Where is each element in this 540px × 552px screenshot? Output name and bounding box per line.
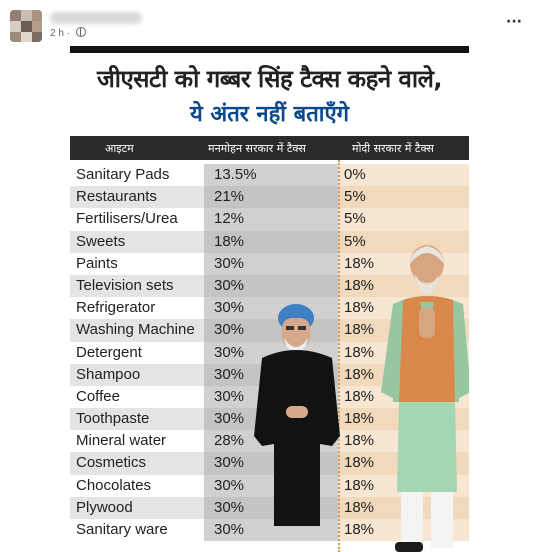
table-row: Restaurants 21% 5% [70,186,469,209]
table-row: Fertilisers/Urea 12% 5% [70,208,469,231]
image-top-bar [70,46,469,53]
globe-icon [75,27,86,37]
table-row: Sanitary Pads 13.5% 0% [70,164,469,187]
cell-item: Toothpaste [70,408,204,431]
table-header: आइटम मनमोहन सरकार में टैक्स मोदी सरकार म… [70,136,469,160]
post-image[interactable]: जीएसटी को गब्बर सिंह टैक्स कहने वाले, ये… [70,46,469,552]
table-row: Sweets 18% 5% [70,230,469,253]
post-timestamp[interactable]: 2 h [50,28,64,39]
cell-item: Sanitary ware [70,519,204,542]
cell-item: Plywood [70,496,204,519]
more-options-icon[interactable]: ··· [506,14,522,30]
cell-item: Coffee [70,385,204,409]
column-divider [338,160,340,552]
cell-manmohan-tax: 12% [204,208,338,231]
cell-manmohan-tax: 30% [204,252,338,275]
cell-manmohan-tax: 21% [204,186,338,209]
column-header-manmohan: मनमोहन सरकार में टैक्स [208,142,306,155]
manmohan-singh-illustration [254,304,340,526]
cell-manmohan-tax: 13.5% [204,164,338,187]
cell-item: Shampoo [70,363,204,386]
separator-dot: · [66,28,71,39]
image-subline: ये अंतर नहीं बताएँगे [189,102,350,127]
post-header: 2 h · ··· [0,0,540,44]
cell-item: Detergent [70,341,204,364]
column-header-modi: मोदी सरकार में टैक्स [352,142,434,155]
cell-modi-tax: 0% [338,164,469,187]
image-headline: जीएसटी को गब्बर सिंह टैक्स कहने वाले, [97,65,442,93]
avatar[interactable] [10,10,42,42]
narendra-modi-illustration [381,245,469,552]
cell-item: Restaurants [70,186,204,209]
cell-item: Mineral water [70,430,204,453]
cell-item: Washing Machine [70,319,204,342]
cell-item: Paints [70,252,204,275]
cell-item: Chocolates [70,474,204,497]
tax-table-body: Sanitary Pads 13.5% 0% Restaurants 21% 5% Fert… [70,164,469,542]
cell-manmohan-tax: 30% [204,274,338,298]
cell-item: Sweets [70,230,204,253]
cell-manmohan-tax: 18% [204,230,338,253]
cell-item: Cosmetics [70,452,204,475]
cell-item: Refrigerator [70,297,204,320]
author-name-blurred[interactable] [50,12,142,24]
cell-item: Fertilisers/Urea [70,208,204,231]
cell-modi-tax: 5% [338,186,469,209]
cell-modi-tax: 5% [338,230,469,253]
post-meta: 2 h · [50,27,86,39]
cell-item: Sanitary Pads [70,164,204,187]
column-header-item: आइटम [105,142,134,155]
cell-modi-tax: 5% [338,208,469,231]
table-row: Chocolates 30% 18% [70,474,469,497]
cell-item: Television sets [70,274,204,298]
